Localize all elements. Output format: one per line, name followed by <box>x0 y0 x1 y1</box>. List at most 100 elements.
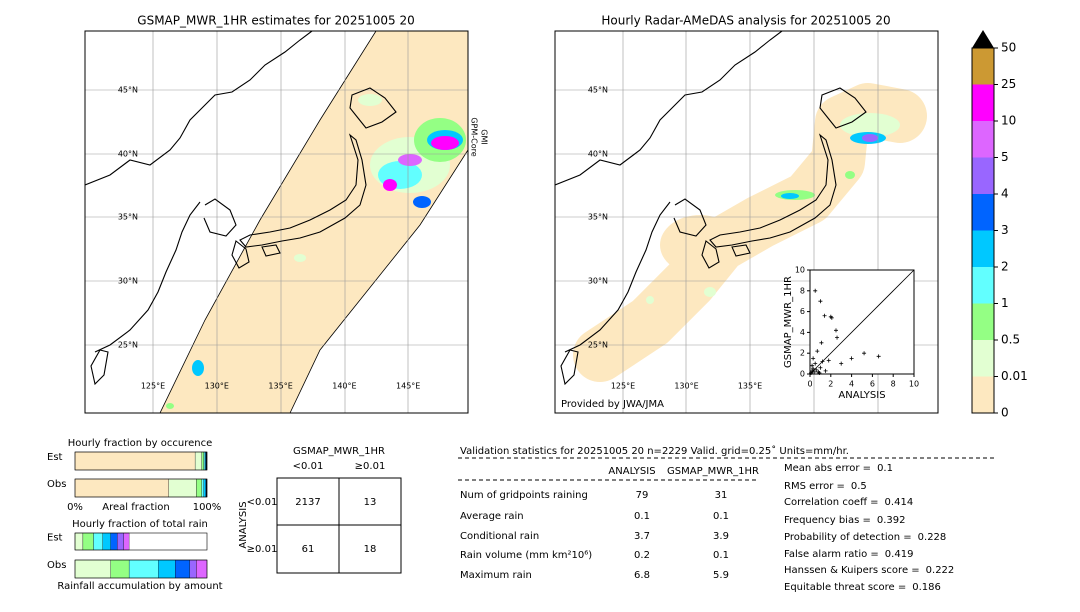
score-value: 0.186 <box>912 582 941 593</box>
point <box>823 368 828 373</box>
map-frame <box>554 30 939 414</box>
score-value: 0.228 <box>918 532 947 543</box>
y-tick-label: 2 <box>800 349 805 358</box>
row-label: Conditional rain <box>460 531 539 542</box>
score: Correlation coeff = 0.414 <box>784 497 913 508</box>
lat-label: 45°N <box>588 86 608 95</box>
x-tick-label: 8 <box>891 380 896 389</box>
bar-segment <box>196 478 202 498</box>
score-label: Probability of detection = <box>784 532 912 543</box>
point <box>815 349 820 354</box>
lat-label: 30°N <box>118 277 138 286</box>
score: RMS error = 0.5 <box>784 481 867 492</box>
row-label: Average rain <box>460 511 524 522</box>
bar-segment <box>74 478 169 498</box>
x-tick-label: 0 <box>807 380 812 389</box>
point <box>829 315 834 320</box>
map-title: GSMAP_MWR_1HR estimates for 20251005 20 <box>137 14 414 28</box>
category-label: Est <box>47 533 63 544</box>
col-title: GSMAP_MWR_1HR <box>293 446 385 457</box>
row-title: ANALYSIS <box>238 501 249 548</box>
bar-segment <box>175 559 190 579</box>
lat-label: 45°N <box>118 86 138 95</box>
score: Hanssen & Kuipers score = 0.222 <box>784 565 954 576</box>
cell: 18 <box>364 544 377 555</box>
colorbar-label: 1 <box>1001 296 1009 310</box>
row-header: ≥0.01 <box>247 544 278 555</box>
bar-segment <box>189 559 197 579</box>
bar-segment <box>102 532 111 551</box>
lon-label: 140°E <box>332 382 356 391</box>
score-label: Hanssen & Kuipers score = <box>784 565 920 576</box>
row-label: Rain volume (mm km²10⁶) <box>460 550 592 561</box>
panel-title: Hourly fraction of total rain <box>72 519 208 530</box>
colorbar-label: 3 <box>1001 223 1009 237</box>
point <box>810 368 815 373</box>
lat-label: 35°N <box>118 213 138 222</box>
score-value: 0.5 <box>851 481 867 492</box>
bar-frame <box>74 478 208 498</box>
cell: 2137 <box>295 497 320 508</box>
row-header: <0.01 <box>247 497 278 508</box>
colorbar-segment <box>972 267 994 304</box>
row-label: Maximum rain <box>460 570 532 581</box>
lon-label: 130°E <box>674 382 698 391</box>
colorbar-segment <box>972 230 994 267</box>
score-label: False alarm ratio = <box>784 549 879 560</box>
row-label: Num of gridpoints raining <box>460 490 588 501</box>
bar-frame <box>74 559 208 579</box>
colorbar-segment <box>972 340 994 377</box>
point <box>812 369 817 374</box>
bar-segment <box>74 559 111 579</box>
bar-segment <box>110 559 130 579</box>
colorbar-segment <box>972 194 994 231</box>
colorbar-segment <box>972 48 994 85</box>
score-value: 0.414 <box>885 497 914 508</box>
category-label: Obs <box>47 479 66 490</box>
point <box>810 363 815 368</box>
score-value: 0.222 <box>926 565 955 576</box>
score-label: Correlation coeff = <box>784 497 879 508</box>
y-label: GSMAP_MWR_1HR <box>783 276 794 368</box>
swath-label: GMI <box>480 129 489 144</box>
x-tick-label: 4 <box>849 380 854 389</box>
bar-frame <box>74 532 208 551</box>
map-frame <box>84 30 469 414</box>
validation: Validation statistics for 20251005 20 n=… <box>458 445 996 593</box>
score: Probability of detection = 0.228 <box>784 532 946 543</box>
bar-segment <box>194 451 202 471</box>
colorbar-segment <box>972 84 994 121</box>
score: Frequency bias = 0.392 <box>784 515 906 526</box>
plot-frame <box>809 269 915 375</box>
score: Mean abs error = 0.1 <box>784 463 893 474</box>
bar-segment <box>201 478 204 498</box>
colorbar-extend <box>972 30 994 48</box>
y-tick-label: 0 <box>800 370 805 379</box>
right-map <box>555 31 938 413</box>
col-header: <0.01 <box>293 461 324 472</box>
point <box>834 328 838 333</box>
point <box>819 340 824 345</box>
bar-segment <box>74 532 84 551</box>
point <box>811 356 816 361</box>
col-header: ANALYSIS <box>608 466 655 477</box>
left-map <box>85 31 468 413</box>
diagonal <box>809 269 915 375</box>
bar-segment <box>128 559 159 579</box>
point <box>849 356 854 361</box>
score-label: Equitable threat score = <box>784 582 906 593</box>
score-label: RMS error = <box>784 481 845 492</box>
cell: 31 <box>715 490 728 501</box>
lat-label: 30°N <box>588 277 608 286</box>
x-tick-label: 10 <box>909 380 919 389</box>
point <box>820 359 825 364</box>
x-label: ANALYSIS <box>838 390 885 401</box>
point <box>822 313 827 318</box>
lat-label: 35°N <box>588 213 608 222</box>
bar-segment <box>110 532 118 551</box>
x-label: Rainfall accumulation by amount <box>57 581 222 592</box>
y-tick-label: 4 <box>800 328 805 337</box>
bar-segment <box>158 559 176 579</box>
cell: 3.7 <box>634 531 650 542</box>
lat-label: 25°N <box>118 341 138 350</box>
